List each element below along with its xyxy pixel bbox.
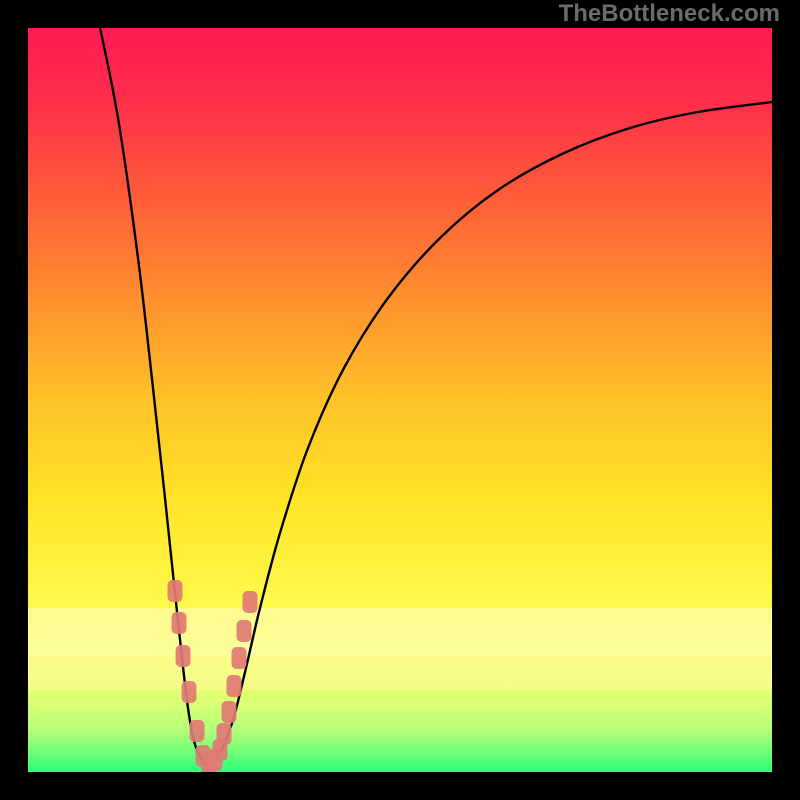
watermark-text: TheBottleneck.com — [559, 0, 780, 28]
chart-black-frame — [0, 0, 800, 800]
chart-container: TheBottleneck.com — [0, 0, 800, 800]
